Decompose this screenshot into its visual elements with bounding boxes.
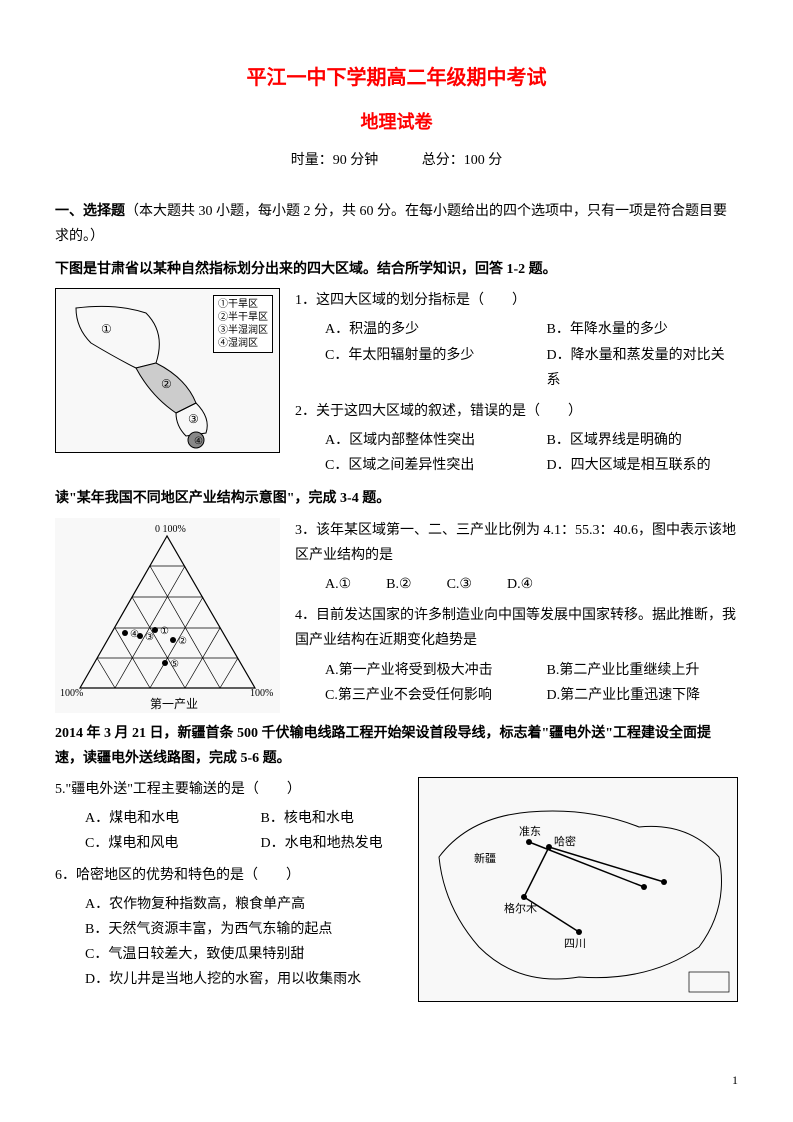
duration-label: 时量：90 分钟 [291, 153, 379, 168]
q3-opt-b: B.② [386, 572, 411, 597]
group-2-intro: 读"某年我国不同地区产业结构示意图"，完成 3-4 题。 [55, 486, 738, 511]
svg-text:④: ④ [194, 436, 203, 447]
legend-item: ④湿润区 [218, 337, 268, 350]
q3-opt-c: C.③ [447, 572, 472, 597]
q4-opt-c: C.第三产业不会受任何影响 [295, 683, 517, 708]
exam-meta: 时量：90 分钟 总分：100 分 [55, 148, 738, 173]
figure-gansu-regions: ① ② ③ ④ ①干旱区 ②半干旱区 ③半湿润区 ④湿润区 [55, 288, 280, 453]
q4-opt-b: B.第二产业比重继续上升 [517, 658, 739, 683]
figure-china-map: 准东 哈密 新疆 格尔木 四川 [418, 777, 738, 1002]
group-1-intro: 下图是甘肃省以某种自然指标划分出来的四大区域。结合所学知识，回答 1-2 题。 [55, 257, 738, 282]
q5-stem: 5."疆电外送"工程主要输送的是（ ） [55, 777, 406, 802]
svg-text:②: ② [178, 636, 187, 647]
svg-text:①: ① [101, 322, 112, 336]
q2-stem: 2．关于这四大区域的叙述，错误的是（ ） [295, 399, 738, 424]
section-1-instructions: （本大题共 30 小题，每小题 2 分，共 60 分。在每小题给出的四个选项中，… [55, 204, 727, 244]
svg-text:第一产业: 第一产业 [150, 697, 198, 711]
q6-opt-a: A．农作物复种指数高，粮食单产高 [55, 892, 406, 917]
q1-opt-a: A．积温的多少 [295, 317, 517, 342]
q1-opt-b: B．年降水量的多少 [517, 317, 739, 342]
svg-text:0 100%: 0 100% [155, 524, 186, 535]
svg-text:①: ① [160, 626, 169, 637]
svg-text:⑤: ⑤ [170, 659, 179, 670]
q2-opt-b: B．区域界线是明确的 [517, 428, 739, 453]
section-1-label: 一、选择题 [55, 204, 125, 219]
q1-opt-d: D．降水量和蒸发量的对比关系 [517, 343, 739, 393]
q5-opt-b: B．核电和水电 [231, 806, 407, 831]
svg-text:100%: 100% [60, 688, 83, 699]
page-title-sub: 地理试卷 [55, 106, 738, 138]
q5-opt-c: C．煤电和风电 [55, 831, 231, 856]
svg-text:③: ③ [188, 412, 199, 426]
q4-stem: 4．目前发达国家的许多制造业向中国等发展中国家转移。据此推断，我国产业结构在近期… [295, 603, 738, 653]
q3-opt-a: A.① [325, 572, 351, 597]
q3-opt-d: D.④ [507, 572, 533, 597]
svg-text:100%: 100% [250, 688, 273, 699]
legend-item: ③半湿润区 [218, 324, 268, 337]
page-number: 1 [732, 1070, 738, 1092]
q3-stem: 3．该年某区域第一、二、三产业比例为 4.1：55.3：40.6，图中表示该地区… [295, 518, 738, 568]
figure-triangle-chart: ④ ③ ① ② ⑤ 0 100% 100% 100% 第一产业 [55, 518, 280, 713]
q4-opt-a: A.第一产业将受到极大冲击 [295, 658, 517, 683]
svg-text:新疆: 新疆 [474, 851, 496, 865]
q5-opt-d: D．水电和地热发电 [231, 831, 407, 856]
svg-text:四川: 四川 [564, 938, 586, 950]
group-3-intro: 2014 年 3 月 21 日，新疆首条 500 千伏输电线路工程开始架设首段导… [55, 721, 738, 771]
legend-item: ②半干旱区 [218, 311, 268, 324]
q2-opt-d: D．四大区域是相互联系的 [517, 453, 739, 478]
figure-legend: ①干旱区 ②半干旱区 ③半湿润区 ④湿润区 [213, 295, 273, 353]
total-score-label: 总分：100 分 [422, 153, 503, 168]
section-1-header: 一、选择题（本大题共 30 小题，每小题 2 分，共 60 分。在每小题给出的四… [55, 199, 738, 249]
q1-opt-c: C．年太阳辐射量的多少 [295, 343, 517, 393]
q6-stem: 6．哈密地区的优势和特色的是（ ） [55, 863, 406, 888]
q4-opt-d: D.第二产业比重迅速下降 [517, 683, 739, 708]
q2-opt-c: C．区域之间差异性突出 [295, 453, 517, 478]
q2-opt-a: A．区域内部整体性突出 [295, 428, 517, 453]
svg-text:③: ③ [145, 632, 154, 643]
q6-opt-c: C．气温日较差大，致使瓜果特别甜 [55, 942, 406, 967]
svg-text:格尔木: 格尔木 [504, 901, 537, 915]
svg-text:准东: 准东 [519, 825, 541, 838]
svg-text:②: ② [161, 377, 172, 391]
svg-text:哈密: 哈密 [554, 834, 576, 848]
q5-opt-a: A．煤电和水电 [55, 806, 231, 831]
legend-item: ①干旱区 [218, 298, 268, 311]
q6-opt-d: D．坎儿井是当地人挖的水窖，用以收集雨水 [55, 967, 406, 992]
q6-opt-b: B．天然气资源丰富，为西气东输的起点 [55, 917, 406, 942]
q1-stem: 1．这四大区域的划分指标是（ ） [295, 288, 738, 313]
page-title-main: 平江一中下学期高二年级期中考试 [55, 60, 738, 96]
